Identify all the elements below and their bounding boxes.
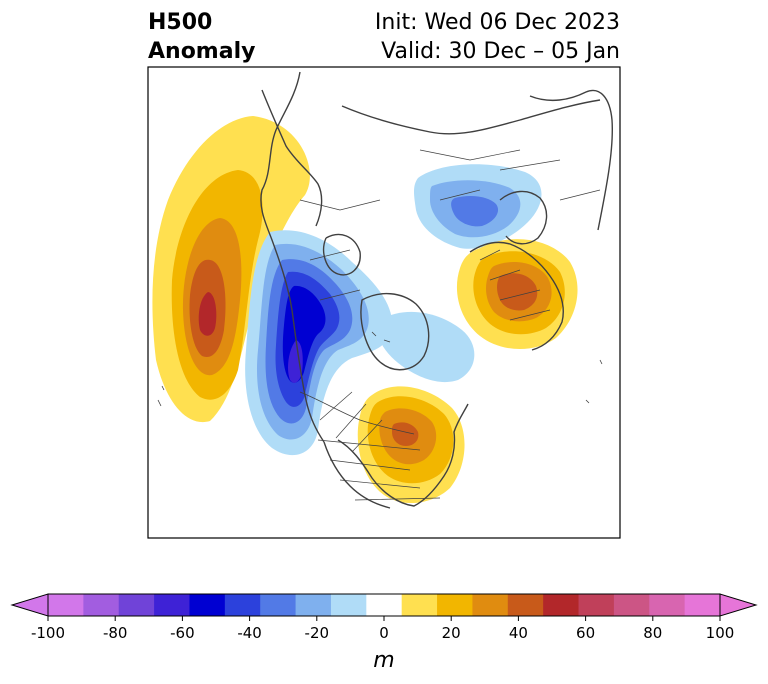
colorbar-tick-label: 80 [643, 624, 662, 642]
title-right: Init: Wed 06 Dec 2023 Valid: 30 Dec – 05… [375, 8, 620, 66]
contour-minus30 [451, 196, 499, 227]
western-trough-anomaly [245, 230, 393, 456]
contour-40 [392, 422, 419, 446]
political-borders [299, 149, 601, 501]
mexico-coast [323, 441, 391, 509]
colorbar-swatch [507, 594, 544, 616]
colorbar-swatch [437, 594, 473, 616]
coastlines [260, 71, 614, 509]
contour-40 [497, 273, 538, 311]
colorbar-tick-label: -60 [170, 624, 195, 642]
colorbar-swatch [401, 594, 438, 616]
colorbar-swatch [260, 594, 297, 616]
colorbar-swatch [224, 594, 261, 616]
colorbar-tick-label: -80 [103, 624, 128, 642]
colorbar-swatch [189, 594, 226, 616]
colorbar-tick-label: -20 [305, 624, 330, 642]
colorbar-swatch [578, 594, 615, 616]
colorbar-tick-label: 20 [442, 624, 461, 642]
colorbar-tick-label: -100 [31, 624, 65, 642]
colorbar-extend-low [10, 593, 49, 617]
colorbar-swatch [48, 594, 84, 616]
title-left: H500 Anomaly [148, 8, 255, 66]
north-america-west-coast [260, 71, 325, 443]
greenland-trough-anomaly [378, 311, 475, 383]
pacific-ridge-anomaly [152, 116, 310, 423]
colorbar-swatch [613, 594, 650, 616]
colorbar-tick-label: 0 [379, 624, 389, 642]
valid-range: Valid: 30 Dec – 05 Jan [381, 39, 620, 64]
colorbar-tick-label: 40 [509, 624, 528, 642]
europe-coast [469, 241, 564, 351]
colorbar-swatch [472, 594, 509, 616]
init-date: Init: Wed 06 Dec 2023 [374, 10, 620, 35]
siberia-coast [341, 99, 601, 135]
colorbar [10, 593, 758, 617]
colorbar-swatch [684, 594, 721, 616]
colorbar-swatch [543, 594, 580, 616]
title-type: Anomaly [148, 39, 256, 64]
eastern-us-ridge-anomaly [357, 386, 465, 504]
us-canada-border [299, 391, 415, 435]
canada-provinces [299, 199, 381, 301]
hudson-bay [322, 233, 361, 276]
contour-minus10 [378, 311, 475, 383]
islands [157, 331, 603, 407]
map-border [147, 66, 621, 539]
asia-east [529, 89, 614, 231]
map-panel [148, 67, 620, 538]
contour-50 [198, 292, 217, 336]
colorbar-label: m [373, 648, 394, 673]
siberia-trough-anomaly [414, 164, 542, 249]
europe-borders [479, 249, 551, 321]
colorbar-tick-label: 60 [576, 624, 595, 642]
contour-minus60 [288, 340, 303, 383]
colorbar-swatch [83, 594, 120, 616]
colorbar-swatch [154, 594, 190, 616]
colorbar-extend-high [719, 593, 758, 617]
russia-borders [419, 149, 601, 201]
colorbar-swatch [330, 594, 367, 616]
colorbar-swatch [649, 594, 686, 616]
scandinavia [499, 190, 548, 245]
greenland-coast [360, 293, 430, 371]
colorbar-swatch [118, 594, 155, 616]
colorbar-swatch [295, 594, 332, 616]
north-america-east-coast [337, 403, 469, 507]
colorbar-ticks: -100 -80 -60 -40 -20 0 20 40 60 80 100 [31, 616, 734, 642]
title-variable: H500 [148, 10, 213, 35]
colorbar-tick-label: -40 [237, 624, 262, 642]
colorbar-tick-label: 100 [706, 624, 735, 642]
us-state-grid [317, 391, 441, 501]
europe-ridge-anomaly [456, 239, 578, 350]
alaska-coast [261, 89, 323, 227]
colorbar-swatch [366, 594, 403, 616]
